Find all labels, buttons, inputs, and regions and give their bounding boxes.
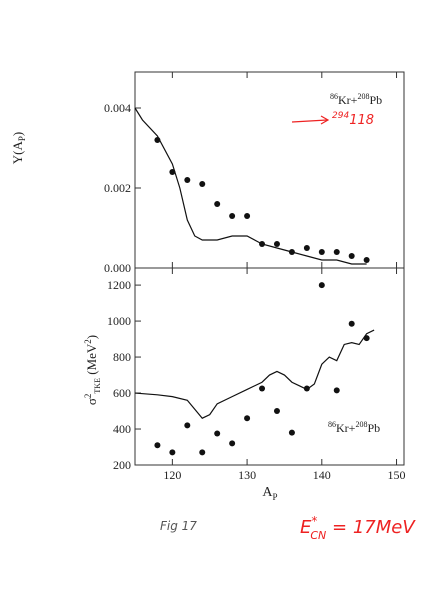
point xyxy=(199,449,206,456)
arrow-head xyxy=(320,115,330,125)
x-tick-label: 130 xyxy=(238,468,256,482)
point xyxy=(318,249,325,255)
y-label-part: σ xyxy=(84,398,99,405)
point xyxy=(169,169,176,175)
arrow xyxy=(291,119,328,123)
annotation-part: Pb xyxy=(369,93,382,107)
point xyxy=(333,387,340,394)
point xyxy=(303,245,310,251)
y-label-part: ) xyxy=(10,132,25,136)
y-label: Y(AP) xyxy=(10,132,27,164)
curve xyxy=(134,329,375,419)
annotation-part: 208 xyxy=(357,92,369,101)
point xyxy=(199,181,206,187)
point xyxy=(169,449,176,456)
y-tick-label: 0.004 xyxy=(104,101,131,115)
point xyxy=(229,440,236,447)
annotation-part: 208 xyxy=(355,420,367,429)
y-tick-label: 1000 xyxy=(107,314,131,328)
x-tick-label: 140 xyxy=(313,468,331,482)
point xyxy=(273,241,280,247)
point xyxy=(214,201,221,207)
y-tick-label: 800 xyxy=(113,350,131,364)
annotation-part: Pb xyxy=(367,421,380,435)
annotation: 86Kr+208Pb xyxy=(328,420,380,435)
y-tick-label: 600 xyxy=(113,386,131,400)
point xyxy=(154,442,161,449)
point xyxy=(244,213,251,219)
y-label-part: (MeV xyxy=(84,343,99,378)
energy-note: E* CN = 17MeV xyxy=(300,514,416,542)
energy-part: = 17MeV xyxy=(326,517,416,538)
y-label-part: 2 xyxy=(83,339,93,344)
point xyxy=(288,249,295,255)
plot-frame xyxy=(134,267,405,466)
y-tick-label: 400 xyxy=(113,422,131,436)
point xyxy=(363,257,370,263)
x-tick-label: 120 xyxy=(163,468,181,482)
fig-note: Fig 17 xyxy=(160,519,197,533)
curve xyxy=(134,107,367,265)
point xyxy=(184,177,191,183)
arrow-label-part: 294 xyxy=(332,111,349,121)
arrow-label-part: 118 xyxy=(349,113,374,128)
y-label-part: ) xyxy=(84,335,99,339)
y-label-part: TKE xyxy=(93,378,102,394)
annotation-part: 86 xyxy=(330,92,338,101)
y-tick-label: 200 xyxy=(113,458,131,472)
energy-part: * xyxy=(311,514,317,528)
point xyxy=(214,430,221,437)
arrow-label: 294118 xyxy=(332,111,374,128)
point xyxy=(229,213,236,219)
point xyxy=(288,429,295,436)
point xyxy=(273,408,280,415)
point xyxy=(333,249,340,255)
y-label-part: P xyxy=(17,136,27,141)
y-label-part: Y(A xyxy=(10,141,25,165)
annotation: 86Kr+208Pb xyxy=(330,92,382,107)
point xyxy=(154,137,161,143)
point xyxy=(318,282,325,289)
x-label-part: P xyxy=(273,492,278,502)
y-tick-label: 0.000 xyxy=(104,261,131,275)
y-tick-label: 0.002 xyxy=(104,181,131,195)
energy-part: CN xyxy=(310,529,326,542)
x-label-part: A xyxy=(262,485,273,500)
x-tick-label: 150 xyxy=(388,468,406,482)
energy-part: E xyxy=(300,517,312,538)
annotation-part: Kr+ xyxy=(338,93,358,107)
y-label: σ2TKE (MeV2) xyxy=(83,335,102,405)
point xyxy=(363,335,370,342)
point xyxy=(244,415,251,422)
point xyxy=(348,320,355,327)
annotation-part: 86 xyxy=(328,420,336,429)
y-tick-label: 1200 xyxy=(107,278,131,292)
annotation-part: Kr+ xyxy=(336,421,356,435)
x-label: AP xyxy=(262,485,277,502)
y-label-part: 2 xyxy=(83,394,93,399)
point xyxy=(303,385,310,392)
point xyxy=(184,422,191,429)
point xyxy=(259,241,266,247)
point xyxy=(348,253,355,259)
point xyxy=(259,385,266,392)
